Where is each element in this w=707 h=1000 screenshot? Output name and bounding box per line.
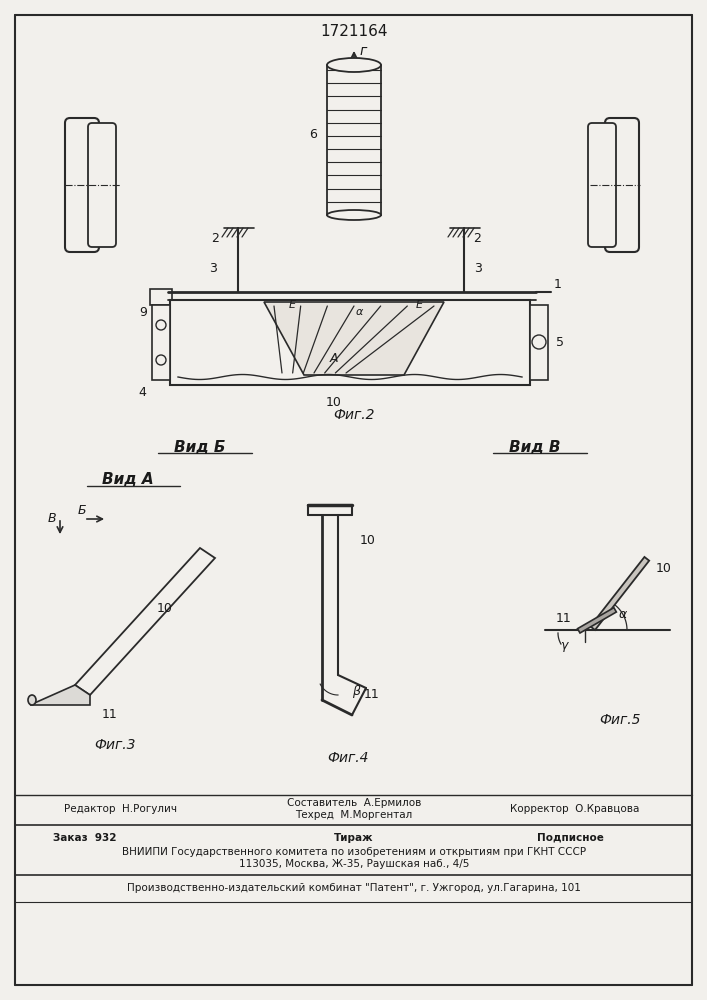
- Text: г: г: [359, 44, 367, 58]
- Text: Фиг.3: Фиг.3: [94, 738, 136, 752]
- Text: α: α: [619, 607, 627, 620]
- Text: α: α: [356, 307, 363, 317]
- Text: А: А: [329, 352, 338, 364]
- Text: Фиг.4: Фиг.4: [327, 751, 369, 765]
- Text: Редактор  Н.Рогулич: Редактор Н.Рогулич: [64, 804, 177, 814]
- Text: Вид В: Вид В: [509, 440, 561, 454]
- Text: 5: 5: [556, 336, 564, 349]
- Text: Е: Е: [288, 300, 296, 310]
- Text: Производственно-издательский комбинат "Патент", г. Ужгород, ул.Гагарина, 101: Производственно-издательский комбинат "П…: [127, 883, 581, 893]
- Circle shape: [532, 335, 546, 349]
- Text: Техред  М.Моргентал: Техред М.Моргентал: [296, 810, 413, 820]
- Circle shape: [156, 320, 166, 330]
- Text: Вид А: Вид А: [103, 473, 154, 488]
- Text: Фиг.5: Фиг.5: [600, 713, 641, 727]
- Text: Фиг.2: Фиг.2: [333, 408, 375, 422]
- FancyBboxPatch shape: [588, 123, 616, 247]
- Text: Е: Е: [416, 300, 423, 310]
- Text: 4: 4: [138, 386, 146, 399]
- FancyBboxPatch shape: [605, 118, 639, 252]
- FancyBboxPatch shape: [88, 123, 116, 247]
- Text: 10: 10: [157, 601, 173, 614]
- Text: 6: 6: [309, 128, 317, 141]
- Text: 11: 11: [556, 612, 572, 626]
- Polygon shape: [30, 685, 90, 705]
- Polygon shape: [578, 608, 617, 633]
- Polygon shape: [75, 548, 215, 695]
- Text: 10: 10: [360, 534, 376, 546]
- Bar: [152, 305, 170, 380]
- Bar: [150, 289, 172, 305]
- Text: 11: 11: [102, 708, 118, 722]
- Text: Составитель  А.Ермилов: Составитель А.Ермилов: [287, 798, 421, 808]
- Text: 3: 3: [474, 261, 482, 274]
- FancyBboxPatch shape: [65, 118, 99, 252]
- Text: Вид Б: Вид Б: [174, 440, 226, 454]
- Text: 10: 10: [326, 395, 342, 408]
- Text: 3: 3: [209, 261, 217, 274]
- Text: Тираж: Тираж: [334, 833, 374, 843]
- Text: β: β: [352, 686, 360, 698]
- Polygon shape: [264, 302, 444, 375]
- Text: Заказ  932: Заказ 932: [53, 833, 117, 843]
- Polygon shape: [590, 557, 649, 630]
- Text: ВНИИПИ Государственного комитета по изобретениям и открытиям при ГКНТ СССР: ВНИИПИ Государственного комитета по изоб…: [122, 847, 586, 857]
- Text: Корректор  О.Кравцова: Корректор О.Кравцова: [510, 804, 640, 814]
- Text: 1721164: 1721164: [320, 24, 387, 39]
- Circle shape: [156, 355, 166, 365]
- Text: Б: Б: [78, 504, 86, 518]
- Text: 1: 1: [554, 277, 562, 290]
- Text: 9: 9: [139, 306, 147, 318]
- Text: Подписное: Подписное: [537, 833, 604, 843]
- Text: 11: 11: [364, 688, 380, 702]
- Ellipse shape: [28, 695, 36, 705]
- Text: 10: 10: [655, 562, 671, 575]
- Text: 113035, Москва, Ж-35, Раушская наб., 4/5: 113035, Москва, Ж-35, Раушская наб., 4/5: [239, 859, 469, 869]
- Text: 2: 2: [211, 232, 219, 244]
- Bar: [530, 305, 548, 380]
- Bar: [170, 300, 530, 385]
- Ellipse shape: [327, 58, 381, 72]
- Text: γ: γ: [561, 640, 568, 652]
- Text: 2: 2: [473, 232, 481, 244]
- Text: В: В: [47, 512, 57, 524]
- Ellipse shape: [327, 210, 381, 220]
